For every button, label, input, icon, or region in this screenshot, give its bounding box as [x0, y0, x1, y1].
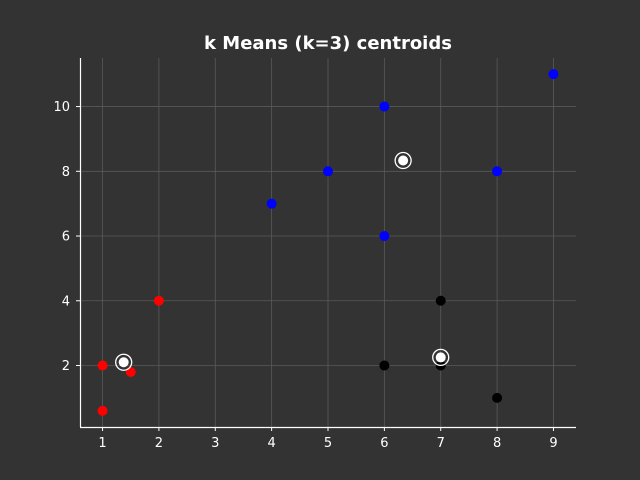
y-tick-label: 4	[62, 294, 70, 309]
data-point	[548, 69, 559, 80]
ticks: 1 2 3 4 5 6 7 8 9 2 4 6 8 10	[53, 100, 557, 451]
data-point	[323, 166, 333, 177]
data-point	[492, 392, 503, 403]
data-point	[379, 101, 390, 112]
data-point	[125, 366, 136, 377]
centroid-point	[435, 352, 446, 363]
data-point	[266, 198, 277, 209]
centroid-point	[398, 155, 409, 166]
centroid-ring	[432, 348, 450, 367]
x-tick-label: 5	[324, 436, 332, 451]
x-tick-label: 7	[437, 436, 445, 451]
y-tick-label: 6	[62, 230, 70, 245]
data-point	[435, 295, 446, 306]
x-tick-label: 1	[98, 436, 106, 451]
chart-title: k Means (k=3) centroids	[204, 33, 452, 54]
y-tick-label: 10	[53, 100, 70, 115]
data-point	[379, 231, 390, 242]
grid	[80, 58, 576, 427]
x-tick-label: 9	[549, 436, 557, 451]
data-point	[153, 295, 164, 306]
x-tick-label: 6	[380, 436, 388, 451]
y-tick-label: 8	[62, 165, 70, 180]
data-points	[97, 69, 559, 416]
centroid-point	[118, 357, 129, 368]
x-tick-label: 4	[267, 436, 275, 451]
data-point	[97, 360, 108, 371]
data-point	[379, 360, 390, 371]
y-tick-label: 2	[62, 359, 70, 374]
x-tick-label: 3	[211, 436, 219, 451]
centroid-ring	[394, 151, 412, 170]
x-tick-label: 2	[155, 436, 163, 451]
centroids	[115, 151, 450, 371]
centroid-ring	[115, 353, 133, 371]
data-point	[97, 405, 108, 416]
data-point	[492, 166, 503, 177]
x-tick-label: 8	[493, 436, 501, 451]
